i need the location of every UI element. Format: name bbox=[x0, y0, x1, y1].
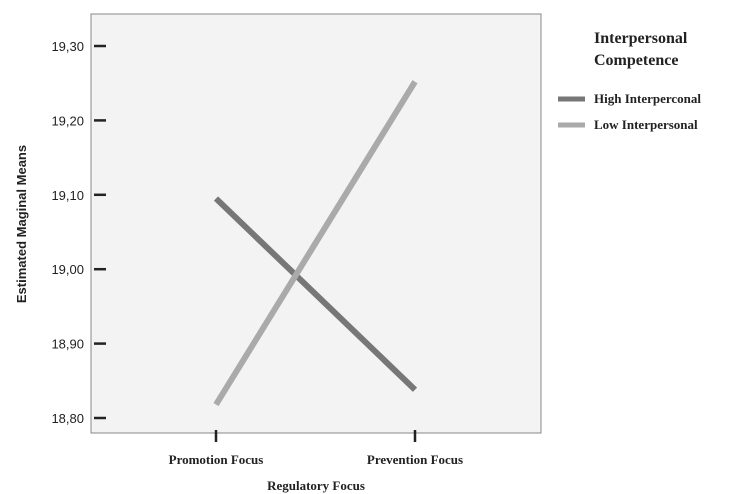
legend-title-line1: Interpersonal bbox=[594, 30, 688, 47]
series-layer bbox=[213, 80, 418, 407]
x-category-label: Prevention Focus bbox=[367, 452, 463, 467]
x-axis-title: Regulatory Focus bbox=[267, 478, 365, 493]
legend-title-line2: Competence bbox=[594, 52, 678, 69]
y-tick-label: 18,80 bbox=[51, 411, 84, 426]
plot-area bbox=[90, 13, 542, 434]
legend: Interpersonal Competence High Interperco… bbox=[558, 30, 701, 132]
y-axis-title: Estimated Maginal Means bbox=[14, 145, 29, 303]
series-line-low bbox=[213, 80, 418, 407]
y-tick-label: 19,10 bbox=[51, 188, 84, 203]
x-axis: Promotion Focus Prevention Focus bbox=[169, 430, 463, 467]
series-line-high bbox=[213, 196, 418, 392]
y-tick-label: 19,00 bbox=[51, 262, 84, 277]
y-tick-label: 18,90 bbox=[51, 337, 84, 352]
legend-label-high: High Interperconal bbox=[594, 91, 701, 106]
legend-label-low: Low Interpersonal bbox=[594, 117, 698, 132]
y-tick-label: 19,20 bbox=[51, 113, 84, 128]
x-category-label: Promotion Focus bbox=[169, 452, 264, 467]
y-tick-label: 19,30 bbox=[51, 39, 84, 54]
y-axis: 18,80 18,90 19,00 19,10 19,20 19,30 bbox=[51, 39, 106, 426]
